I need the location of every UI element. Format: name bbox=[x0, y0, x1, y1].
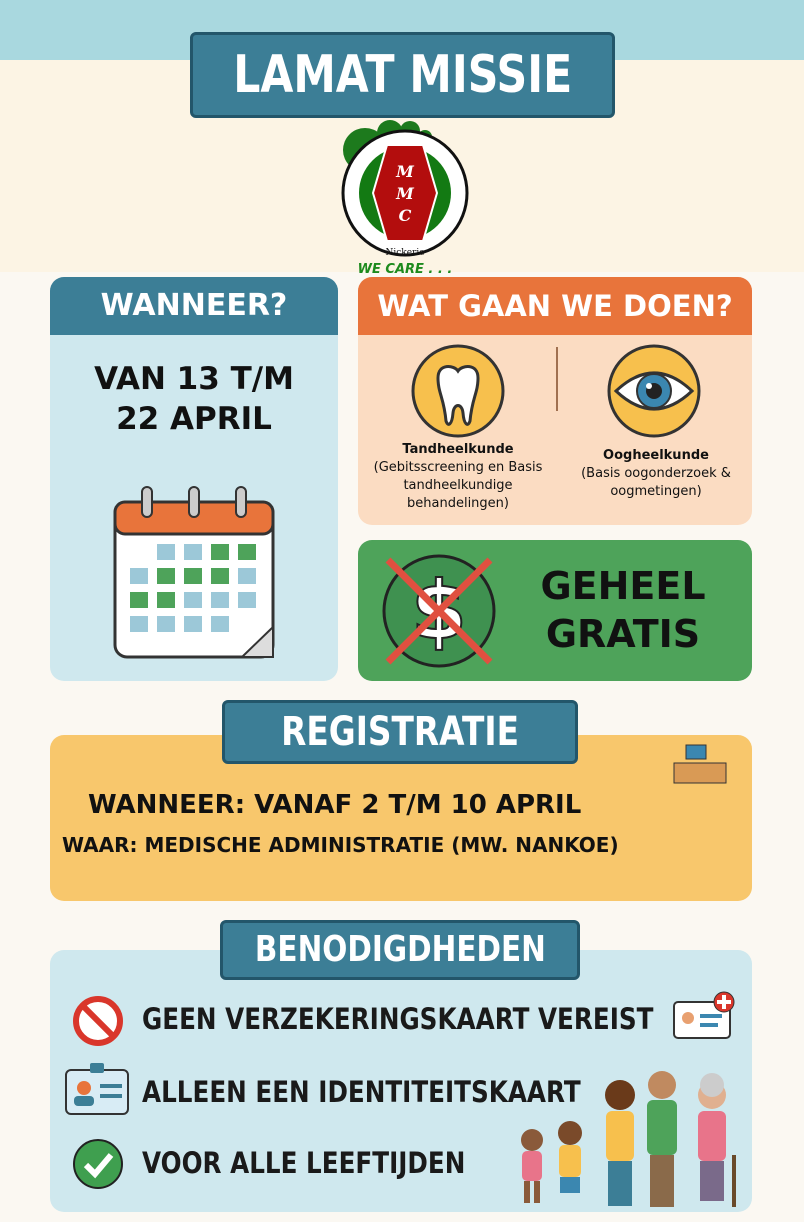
service-detail: (Gebitsscreening en Basis tandheelkundig… bbox=[373, 460, 543, 511]
insurance-card-icon bbox=[672, 990, 736, 1046]
registration-banner: REGISTRATIE bbox=[222, 700, 578, 764]
free-card: $ GEHEEL GRATIS bbox=[358, 540, 752, 681]
free-line2: GRATIS bbox=[545, 612, 701, 656]
wanneer-card: WANNEER? VAN 13 T/M 22 APRIL bbox=[50, 277, 338, 681]
wanneer-dates-line2: 22 APRIL bbox=[116, 401, 272, 437]
free-line1: GEHEEL bbox=[540, 564, 706, 608]
title-text: LAMAT MISSIE bbox=[232, 45, 573, 105]
family-illustration bbox=[512, 1065, 752, 1212]
requirements-banner-text: BENODIGDHEDEN bbox=[254, 929, 546, 970]
services-header: WAT GAAN WE DOEN? bbox=[358, 277, 752, 335]
calendar-icon bbox=[112, 482, 277, 666]
tooth-icon bbox=[410, 343, 506, 443]
requirement-text: ALLEEN EEN IDENTITEITSKAART bbox=[142, 1075, 581, 1109]
id-card-icon bbox=[64, 1062, 130, 1120]
requirement-text: VOOR ALLE LEEFTIJDEN bbox=[142, 1146, 466, 1180]
requirements-card: GEEN VERZEKERINGSKAART VEREIST ALLEEN EE… bbox=[50, 950, 752, 1212]
eye-icon bbox=[606, 343, 702, 443]
svg-text:WE CARE . . .: WE CARE . . . bbox=[358, 262, 453, 277]
registration-when: WANNEER: VANAF 2 T/M 10 APRIL bbox=[88, 790, 582, 820]
service-title: Tandheelkunde bbox=[402, 442, 514, 457]
mmc-logo: M M C Nickerie WE CARE . . . bbox=[335, 115, 475, 277]
registration-banner-text: REGISTRATIE bbox=[281, 709, 519, 755]
desk-icon bbox=[672, 743, 728, 789]
wanneer-header: WANNEER? bbox=[50, 277, 338, 335]
wanneer-dates-line1: VAN 13 T/M bbox=[94, 361, 294, 397]
requirement-text: GEEN VERZEKERINGSKAART VEREIST bbox=[142, 1002, 654, 1036]
svg-text:M: M bbox=[395, 162, 415, 181]
checkmark-icon bbox=[72, 1138, 124, 1194]
no-dollar-icon: $ bbox=[380, 552, 498, 674]
divider bbox=[556, 347, 558, 411]
svg-text:M: M bbox=[395, 184, 415, 203]
requirements-banner: BENODIGDHEDEN bbox=[220, 920, 580, 980]
title-banner: LAMAT MISSIE bbox=[190, 32, 615, 118]
services-card: WAT GAAN WE DOEN? Tandheelkunde (Gebitss… bbox=[358, 277, 752, 525]
registration-where: WAAR: MEDISCHE ADMINISTRATIE (MW. NANKOE… bbox=[62, 833, 619, 857]
service-detail: (Basis oogonderzoek & oogmetingen) bbox=[581, 466, 731, 499]
service-title: Oogheelkunde bbox=[603, 448, 709, 463]
prohibited-icon bbox=[72, 995, 124, 1051]
svg-text:Nickerie: Nickerie bbox=[385, 248, 424, 258]
svg-text:C: C bbox=[399, 206, 412, 225]
